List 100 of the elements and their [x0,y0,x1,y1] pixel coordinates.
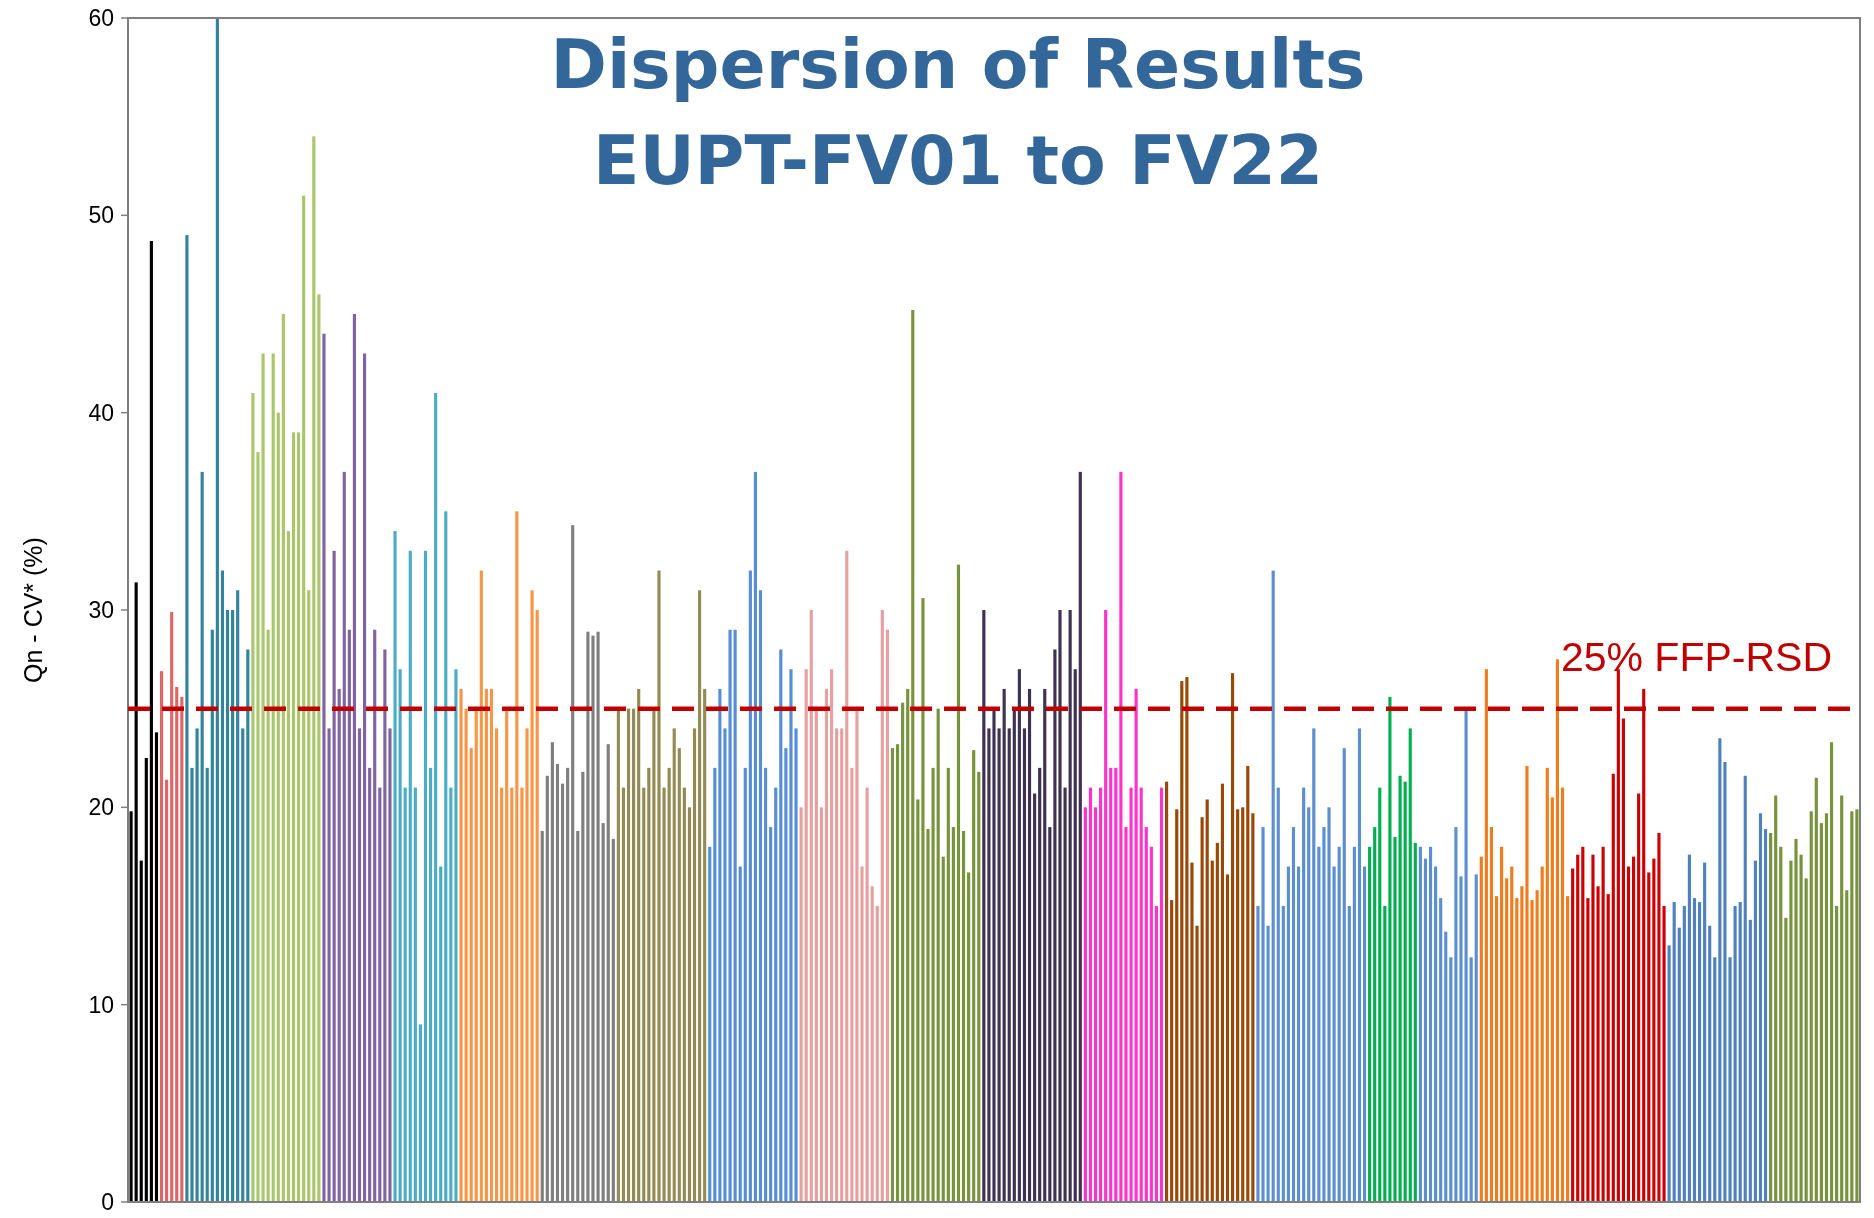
bar [972,750,976,1202]
bar [626,708,631,1202]
bar [1586,898,1590,1202]
y-tick-label: 40 [88,399,114,426]
bar [1566,896,1570,1202]
bar [1708,925,1712,1202]
bar [1748,919,1752,1202]
bar [1713,957,1717,1202]
bar [215,18,219,1202]
bar [1088,787,1093,1202]
bar [1667,945,1671,1202]
bar [383,649,387,1202]
bar [637,688,641,1202]
bar [1007,728,1011,1202]
bar [901,702,905,1202]
bar [1002,688,1006,1202]
bar [1779,846,1783,1202]
bar [1027,688,1032,1202]
bar [1296,866,1301,1202]
bar [784,748,788,1202]
bar [388,728,392,1202]
bar [1809,811,1813,1202]
bar [1840,795,1844,1202]
bar [1312,728,1316,1202]
bar [1215,842,1219,1202]
bar [1616,669,1620,1202]
bar [936,708,940,1202]
bar [1225,874,1230,1202]
bar [713,767,717,1202]
bar [1378,787,1382,1202]
bar [1357,728,1362,1202]
bar [484,688,488,1202]
bar [824,688,829,1202]
bar [1068,610,1072,1202]
bar [1855,809,1859,1202]
bar [1444,931,1448,1202]
bar [1682,906,1686,1202]
bar [885,629,889,1202]
bar [1291,827,1296,1202]
bar [1286,866,1290,1202]
bar [332,550,336,1202]
bar [1515,898,1519,1202]
bar [1500,846,1504,1202]
bar [337,688,341,1202]
bar [961,831,966,1202]
bar [200,471,204,1202]
bar [1073,669,1077,1202]
bar [1845,890,1849,1202]
bar [880,610,884,1202]
bar [302,195,306,1202]
bar [1718,738,1722,1202]
bar [1205,799,1209,1202]
bar [434,392,438,1202]
bar [500,787,504,1202]
bar [956,564,961,1202]
bar [1281,906,1285,1202]
bar [1850,811,1854,1202]
bar [830,669,834,1202]
bar [1165,781,1169,1202]
bar [621,787,626,1202]
bar [1180,681,1184,1202]
bar [251,392,255,1202]
bar [1170,900,1174,1202]
bar [271,353,275,1202]
bar [1149,846,1153,1202]
bar [1266,925,1270,1202]
bar [1733,906,1737,1202]
bar [1743,775,1747,1202]
bar [530,590,534,1202]
bar [1159,787,1164,1202]
bar [1774,795,1778,1202]
bar [753,471,757,1202]
bar [1347,906,1351,1202]
bar [698,590,702,1202]
bar [1083,807,1087,1202]
bar [368,767,372,1202]
bar [220,570,225,1202]
bar [1246,765,1250,1202]
bar [1373,827,1377,1202]
bar [413,787,417,1202]
bar [987,728,991,1202]
bar [357,728,362,1202]
bar [1738,902,1742,1202]
bar [1576,854,1580,1202]
bar [1022,728,1027,1202]
bar [840,728,844,1202]
bar [814,708,818,1202]
bar [951,827,955,1202]
bar [1758,813,1763,1202]
bar [1352,846,1356,1202]
bar [1307,807,1311,1202]
bar [870,886,874,1202]
bar [632,708,636,1202]
bar [682,787,686,1202]
bar [1652,858,1656,1202]
bar [464,708,468,1202]
bar [1220,783,1224,1202]
bar [1545,767,1549,1202]
bar [241,728,245,1202]
bar [479,570,483,1202]
